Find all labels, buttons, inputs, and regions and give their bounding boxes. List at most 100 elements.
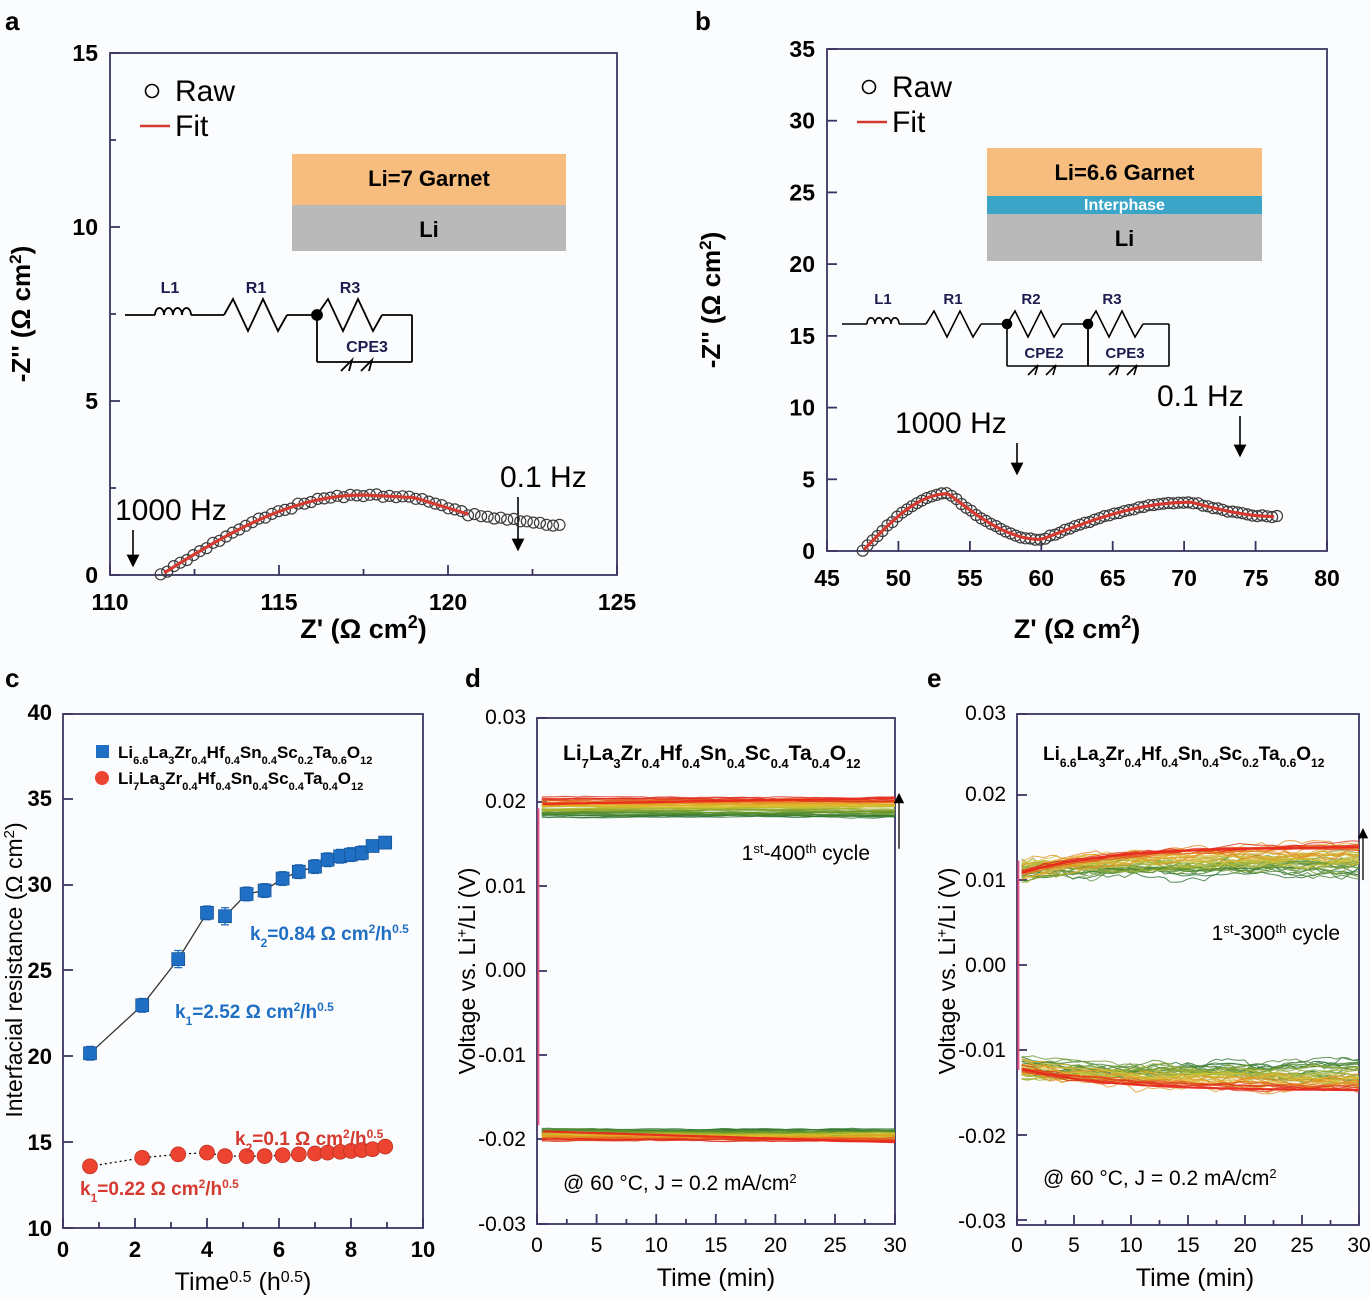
- svg-text:0.02: 0.02: [485, 790, 526, 813]
- svg-text:20: 20: [28, 1044, 52, 1069]
- svg-text:d: d: [465, 663, 481, 693]
- svg-text:b: b: [695, 6, 711, 36]
- svg-text:60: 60: [1029, 565, 1055, 591]
- svg-text:10: 10: [645, 1234, 668, 1257]
- svg-text:75: 75: [1243, 565, 1269, 591]
- svg-text:10: 10: [72, 214, 98, 240]
- svg-text:e: e: [927, 663, 941, 693]
- svg-text:120: 120: [429, 589, 467, 615]
- svg-text:4: 4: [201, 1237, 214, 1262]
- svg-text:Voltage vs. Li+/Li (V): Voltage vs. Li+/Li (V): [454, 868, 481, 1075]
- svg-text:50: 50: [886, 565, 912, 591]
- svg-text:20: 20: [789, 251, 815, 277]
- svg-text:-Z'' (Ω cm2): -Z'' (Ω cm2): [6, 246, 37, 383]
- svg-text:15: 15: [28, 1130, 52, 1155]
- svg-text:@ 60 °C, J = 0.2 mA/cm2: @ 60 °C, J = 0.2 mA/cm2: [1043, 1166, 1277, 1191]
- svg-text:80: 80: [1314, 565, 1340, 591]
- svg-text:25: 25: [1290, 1234, 1313, 1257]
- svg-text:CPE3: CPE3: [346, 339, 388, 356]
- svg-text:70: 70: [1171, 565, 1197, 591]
- svg-text:0: 0: [57, 1237, 69, 1262]
- svg-text:R1: R1: [943, 291, 962, 308]
- svg-text:0.03: 0.03: [485, 706, 526, 729]
- svg-text:30: 30: [789, 108, 815, 134]
- svg-text:0: 0: [85, 562, 98, 588]
- svg-text:Raw: Raw: [892, 71, 952, 104]
- svg-text:55: 55: [957, 565, 983, 591]
- svg-text:Fit: Fit: [175, 110, 209, 143]
- svg-text:30: 30: [883, 1234, 906, 1257]
- svg-text:25: 25: [28, 958, 52, 983]
- svg-text:115: 115: [260, 589, 297, 615]
- svg-text:0.1 Hz: 0.1 Hz: [500, 461, 587, 494]
- svg-text:6: 6: [273, 1237, 285, 1262]
- svg-text:0.01: 0.01: [965, 869, 1006, 892]
- svg-text:R3: R3: [340, 280, 361, 297]
- svg-text:125: 125: [598, 589, 637, 615]
- svg-text:Voltage vs. Li+/Li (V): Voltage vs. Li+/Li (V): [934, 868, 961, 1075]
- svg-text:c: c: [5, 663, 19, 693]
- svg-text:10: 10: [411, 1237, 435, 1262]
- svg-text:Time (min): Time (min): [657, 1264, 776, 1292]
- svg-text:0.01: 0.01: [485, 875, 526, 898]
- svg-text:15: 15: [704, 1234, 727, 1257]
- svg-text:0.00: 0.00: [485, 959, 526, 982]
- svg-text:1000 Hz: 1000 Hz: [115, 494, 227, 527]
- svg-text:10: 10: [28, 1216, 52, 1241]
- svg-text:0.00: 0.00: [965, 954, 1006, 977]
- svg-text:5: 5: [591, 1234, 603, 1257]
- svg-text:10: 10: [1119, 1234, 1142, 1257]
- svg-text:Interphase: Interphase: [1084, 197, 1165, 214]
- svg-text:Interfacial resistance (Ω cm2): Interfacial resistance (Ω cm2): [1, 822, 28, 1117]
- svg-text:Fit: Fit: [892, 106, 926, 139]
- svg-text:1000 Hz: 1000 Hz: [895, 407, 1007, 440]
- svg-text:L1: L1: [874, 291, 892, 308]
- svg-text:35: 35: [28, 786, 52, 811]
- svg-text:L1: L1: [161, 280, 180, 297]
- svg-text:Raw: Raw: [175, 75, 235, 108]
- svg-text:25: 25: [789, 179, 815, 205]
- svg-text:-0.01: -0.01: [478, 1044, 526, 1067]
- svg-text:0.1 Hz: 0.1 Hz: [1157, 380, 1244, 413]
- svg-text:20: 20: [1233, 1234, 1256, 1257]
- svg-text:45: 45: [814, 565, 840, 591]
- svg-text:5: 5: [1068, 1234, 1080, 1257]
- svg-text:20: 20: [764, 1234, 787, 1257]
- svg-text:5: 5: [85, 388, 98, 414]
- svg-text:65: 65: [1100, 565, 1126, 591]
- svg-text:40: 40: [28, 700, 52, 725]
- svg-text:@ 60 °C, J = 0.2 mA/cm2: @ 60 °C, J = 0.2 mA/cm2: [563, 1171, 797, 1196]
- svg-text:35: 35: [789, 36, 815, 62]
- svg-text:-0.02: -0.02: [478, 1128, 526, 1151]
- svg-text:0: 0: [802, 538, 815, 564]
- svg-text:R2: R2: [1021, 291, 1040, 308]
- svg-text:25: 25: [823, 1234, 846, 1257]
- svg-text:a: a: [5, 6, 20, 36]
- svg-text:CPE3: CPE3: [1105, 345, 1144, 362]
- svg-text:-0.03: -0.03: [478, 1213, 526, 1236]
- svg-text:Li: Li: [1115, 226, 1135, 251]
- svg-text:15: 15: [789, 323, 815, 349]
- svg-text:110: 110: [91, 589, 128, 615]
- svg-text:R3: R3: [1102, 291, 1121, 308]
- svg-text:Li=6.6 Garnet: Li=6.6 Garnet: [1054, 160, 1195, 185]
- svg-text:30: 30: [28, 872, 52, 897]
- svg-text:0.03: 0.03: [965, 702, 1006, 725]
- svg-text:0.02: 0.02: [965, 783, 1006, 806]
- svg-text:-Z'' (Ω cm2): -Z'' (Ω cm2): [696, 232, 727, 369]
- svg-text:15: 15: [1176, 1234, 1199, 1257]
- svg-text:R1: R1: [246, 280, 267, 297]
- svg-text:0: 0: [531, 1234, 543, 1257]
- svg-text:0: 0: [1011, 1234, 1023, 1257]
- svg-text:-0.01: -0.01: [958, 1039, 1006, 1062]
- svg-text:-0.02: -0.02: [958, 1125, 1006, 1148]
- svg-text:15: 15: [72, 40, 98, 66]
- svg-text:30: 30: [1347, 1234, 1370, 1257]
- svg-text:Time (min): Time (min): [1136, 1264, 1255, 1292]
- svg-text:Li=7 Garnet: Li=7 Garnet: [368, 166, 490, 191]
- svg-text:10: 10: [789, 395, 815, 421]
- svg-text:CPE2: CPE2: [1024, 345, 1063, 362]
- svg-text:5: 5: [802, 466, 815, 492]
- svg-text:-0.03: -0.03: [958, 1210, 1006, 1233]
- svg-text:Li: Li: [419, 217, 439, 242]
